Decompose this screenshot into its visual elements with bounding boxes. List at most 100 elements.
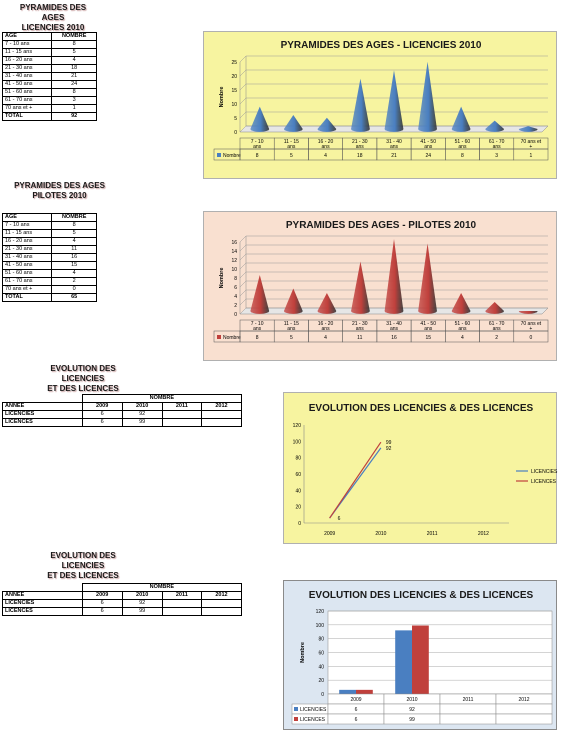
table-row: LICENCIES 6 92 xyxy=(2,599,243,608)
y-tick-label: 120 xyxy=(293,423,302,429)
x-category-label: 2009 xyxy=(350,697,361,703)
table-row: 11 - 15 ans 5 xyxy=(1,229,97,238)
y-tick-label: 16 xyxy=(231,240,237,246)
y-tick-label: 0 xyxy=(321,692,324,698)
data-label: 6 xyxy=(338,516,341,522)
x-category-label: + xyxy=(529,326,532,332)
legend-label: LICENCIES xyxy=(300,707,327,713)
x-category-label: ans xyxy=(390,326,399,332)
chart-licencies-pyramid: PYRAMIDES DES AGES - LICENCIES 2010 0 5 10 1… xyxy=(203,31,557,179)
x-category-label: ans xyxy=(356,144,365,150)
x-category-label: 41 - 50 xyxy=(420,321,436,327)
x-tick-label: 2010 xyxy=(375,531,386,537)
gridline xyxy=(239,69,247,77)
x-category-label: ans xyxy=(356,326,365,332)
x-category-label: 31 - 40 xyxy=(386,321,402,327)
chart-evolution-bars: EVOLUTION DES LICENCIES & DES LICENCES 0 2… xyxy=(283,580,557,730)
gridline xyxy=(239,253,247,261)
gridline xyxy=(239,244,247,252)
table-row: 70 ans et +0 xyxy=(1,285,97,294)
section-3-title: EVOLUTION DES LICENCIES ET DES LICENCES xyxy=(28,364,138,394)
gridline xyxy=(239,97,247,105)
y-tick-label: 0 xyxy=(234,130,237,136)
y-tick-label: 80 xyxy=(295,456,301,462)
x-category-label: ans xyxy=(493,144,502,150)
legend-label: Nombre xyxy=(223,153,241,159)
x-category-label: ans xyxy=(253,326,262,332)
y-tick-label: 15 xyxy=(231,88,237,94)
table-pilotes-ages: AGE NOMBRE 7 - 10 ans 8 11 - 15 ans 5 16 - … xyxy=(1,213,97,302)
table-row: 7 - 10 ans 8 xyxy=(1,221,97,230)
table-row: LICENCES 6 99 xyxy=(2,418,243,427)
data-label: 99 xyxy=(386,440,392,446)
table-header: ANNEE xyxy=(2,591,83,600)
x-category-label: 41 - 50 xyxy=(420,139,436,145)
y-tick-label: 6 xyxy=(234,285,237,291)
cone-bar xyxy=(485,120,505,132)
data-value-label: 2 xyxy=(495,335,498,341)
table-header: 2011 xyxy=(161,591,202,600)
table-row: LICENCES 6 99 xyxy=(2,607,243,616)
chart-evolution-line: EVOLUTION DES LICENCIES & DES LICENCES 0 2… xyxy=(283,392,558,544)
chart3-svg: EVOLUTION DES LICENCIES & DES LICENCES 0 2… xyxy=(291,590,553,725)
x-category-label: ans xyxy=(390,144,399,150)
data-value-label: 1 xyxy=(529,153,532,159)
table-row: LICENCIES 6 92 xyxy=(2,410,243,419)
data-value-label: 4 xyxy=(324,153,327,159)
data-value-label: 4 xyxy=(461,335,464,341)
y-tick-label: 4 xyxy=(234,294,237,300)
cone-bar xyxy=(283,288,303,314)
series-line-licences xyxy=(329,441,382,519)
data-value-label: 15 xyxy=(425,335,431,341)
table-header: 2009 xyxy=(81,402,123,411)
table-row: 51 - 60 ans 8 xyxy=(1,88,97,97)
x-category-label: 11 - 15 xyxy=(284,321,299,327)
cone-bar xyxy=(250,275,270,314)
chart-title: EVOLUTION DES LICENCIES & DES LICENCES xyxy=(309,403,534,414)
cone-bar xyxy=(384,239,404,314)
data-value-label: 8 xyxy=(256,335,259,341)
x-category-label: ans xyxy=(287,144,296,150)
data-table-cell xyxy=(513,330,549,343)
table-licencies-ages: AGE NOMBRE 7 - 10 ans 8 11 - 15 ans 5 16 - … xyxy=(1,32,97,121)
table-total-row: TOTAL 92 xyxy=(1,112,97,121)
chart-side-wall xyxy=(239,55,247,133)
x-category-label: ans xyxy=(458,144,467,150)
x-category-label: 61 - 70 xyxy=(489,139,505,145)
table-row: 51 - 60 ans 4 xyxy=(1,269,97,278)
table-row: 41 - 50 ans 24 xyxy=(1,80,97,89)
table-header: AGE xyxy=(1,32,53,41)
table-row: 11 - 15 ans 5 xyxy=(1,48,97,57)
x-category-label: ans xyxy=(322,326,331,332)
gridline xyxy=(239,271,247,279)
table-header: 2011 xyxy=(161,402,202,411)
data-value-label: 21 xyxy=(391,153,397,159)
section-4-title: EVOLUTION DES LICENCIES ET DES LICENCES xyxy=(28,551,138,581)
y-tick-label: 80 xyxy=(318,637,324,643)
data-table-cell xyxy=(439,703,497,715)
cone-bar xyxy=(451,106,471,132)
table-header: 2010 xyxy=(121,402,163,411)
data-value-label: 16 xyxy=(391,335,397,341)
data-table-cell xyxy=(439,713,497,725)
cone-bar xyxy=(518,311,538,314)
cone-bar xyxy=(485,302,505,314)
x-category-label: ans xyxy=(458,326,467,332)
data-value-label: 24 xyxy=(425,153,431,159)
table-row: 70 ans et +1 xyxy=(1,104,97,113)
section-4-title-line1: EVOLUTION DES LICENCIES xyxy=(50,551,116,570)
cone-bar xyxy=(250,106,270,132)
x-tick-label: 2009 xyxy=(324,531,335,537)
x-category-label: 70 ans et xyxy=(521,139,542,145)
section-2-title-line1: PYRAMIDES DES AGES xyxy=(14,181,105,190)
y-tick-label: 8 xyxy=(234,276,237,282)
chart-title: EVOLUTION DES LICENCIES & DES LICENCES xyxy=(309,590,534,601)
table-row: 16 - 20 ans 4 xyxy=(1,56,97,65)
legend-swatch xyxy=(294,717,298,721)
section-2-title: PYRAMIDES DES AGES PILOTES 2010 xyxy=(12,181,107,201)
gridline xyxy=(239,298,247,306)
table-row: 61 - 70 ans 2 xyxy=(1,277,97,286)
x-category-label: 21 - 30 xyxy=(352,139,368,145)
bar-licencies xyxy=(339,689,356,694)
x-tick-label: 2011 xyxy=(427,531,438,537)
